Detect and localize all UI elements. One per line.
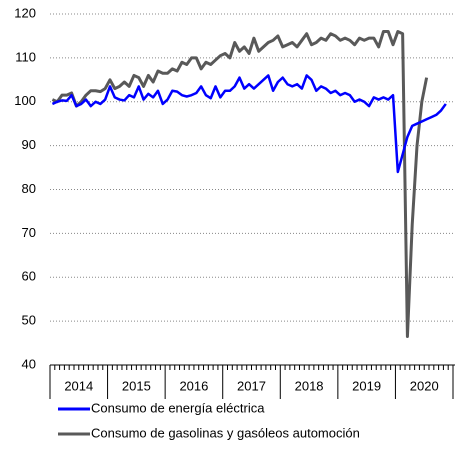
- y-tick-label: 60: [22, 269, 36, 284]
- y-tick-label: 120: [14, 5, 36, 20]
- y-tick-label: 40: [22, 356, 36, 371]
- y-tick-label: 80: [22, 181, 36, 196]
- x-group-label: 2017: [237, 378, 266, 393]
- y-tick-label: 90: [22, 137, 36, 152]
- x-group-label: 2014: [64, 378, 93, 393]
- y-tick-label: 100: [14, 93, 36, 108]
- legend-label: Consumo de energía eléctrica: [91, 400, 265, 415]
- x-group-label: 2019: [352, 378, 381, 393]
- x-group-label: 2016: [179, 378, 208, 393]
- y-tick-label: 50: [22, 313, 36, 328]
- series-line: [51, 30, 429, 338]
- y-tick-label: 110: [15, 49, 36, 64]
- x-group-label: 2015: [122, 378, 151, 393]
- x-group-label: 2018: [295, 378, 324, 393]
- x-group-label: 2020: [410, 378, 439, 393]
- series-line: [51, 74, 447, 174]
- legend-label: Consumo de gasolinas y gasóleos automoci…: [91, 425, 360, 440]
- y-tick-label: 70: [22, 225, 36, 240]
